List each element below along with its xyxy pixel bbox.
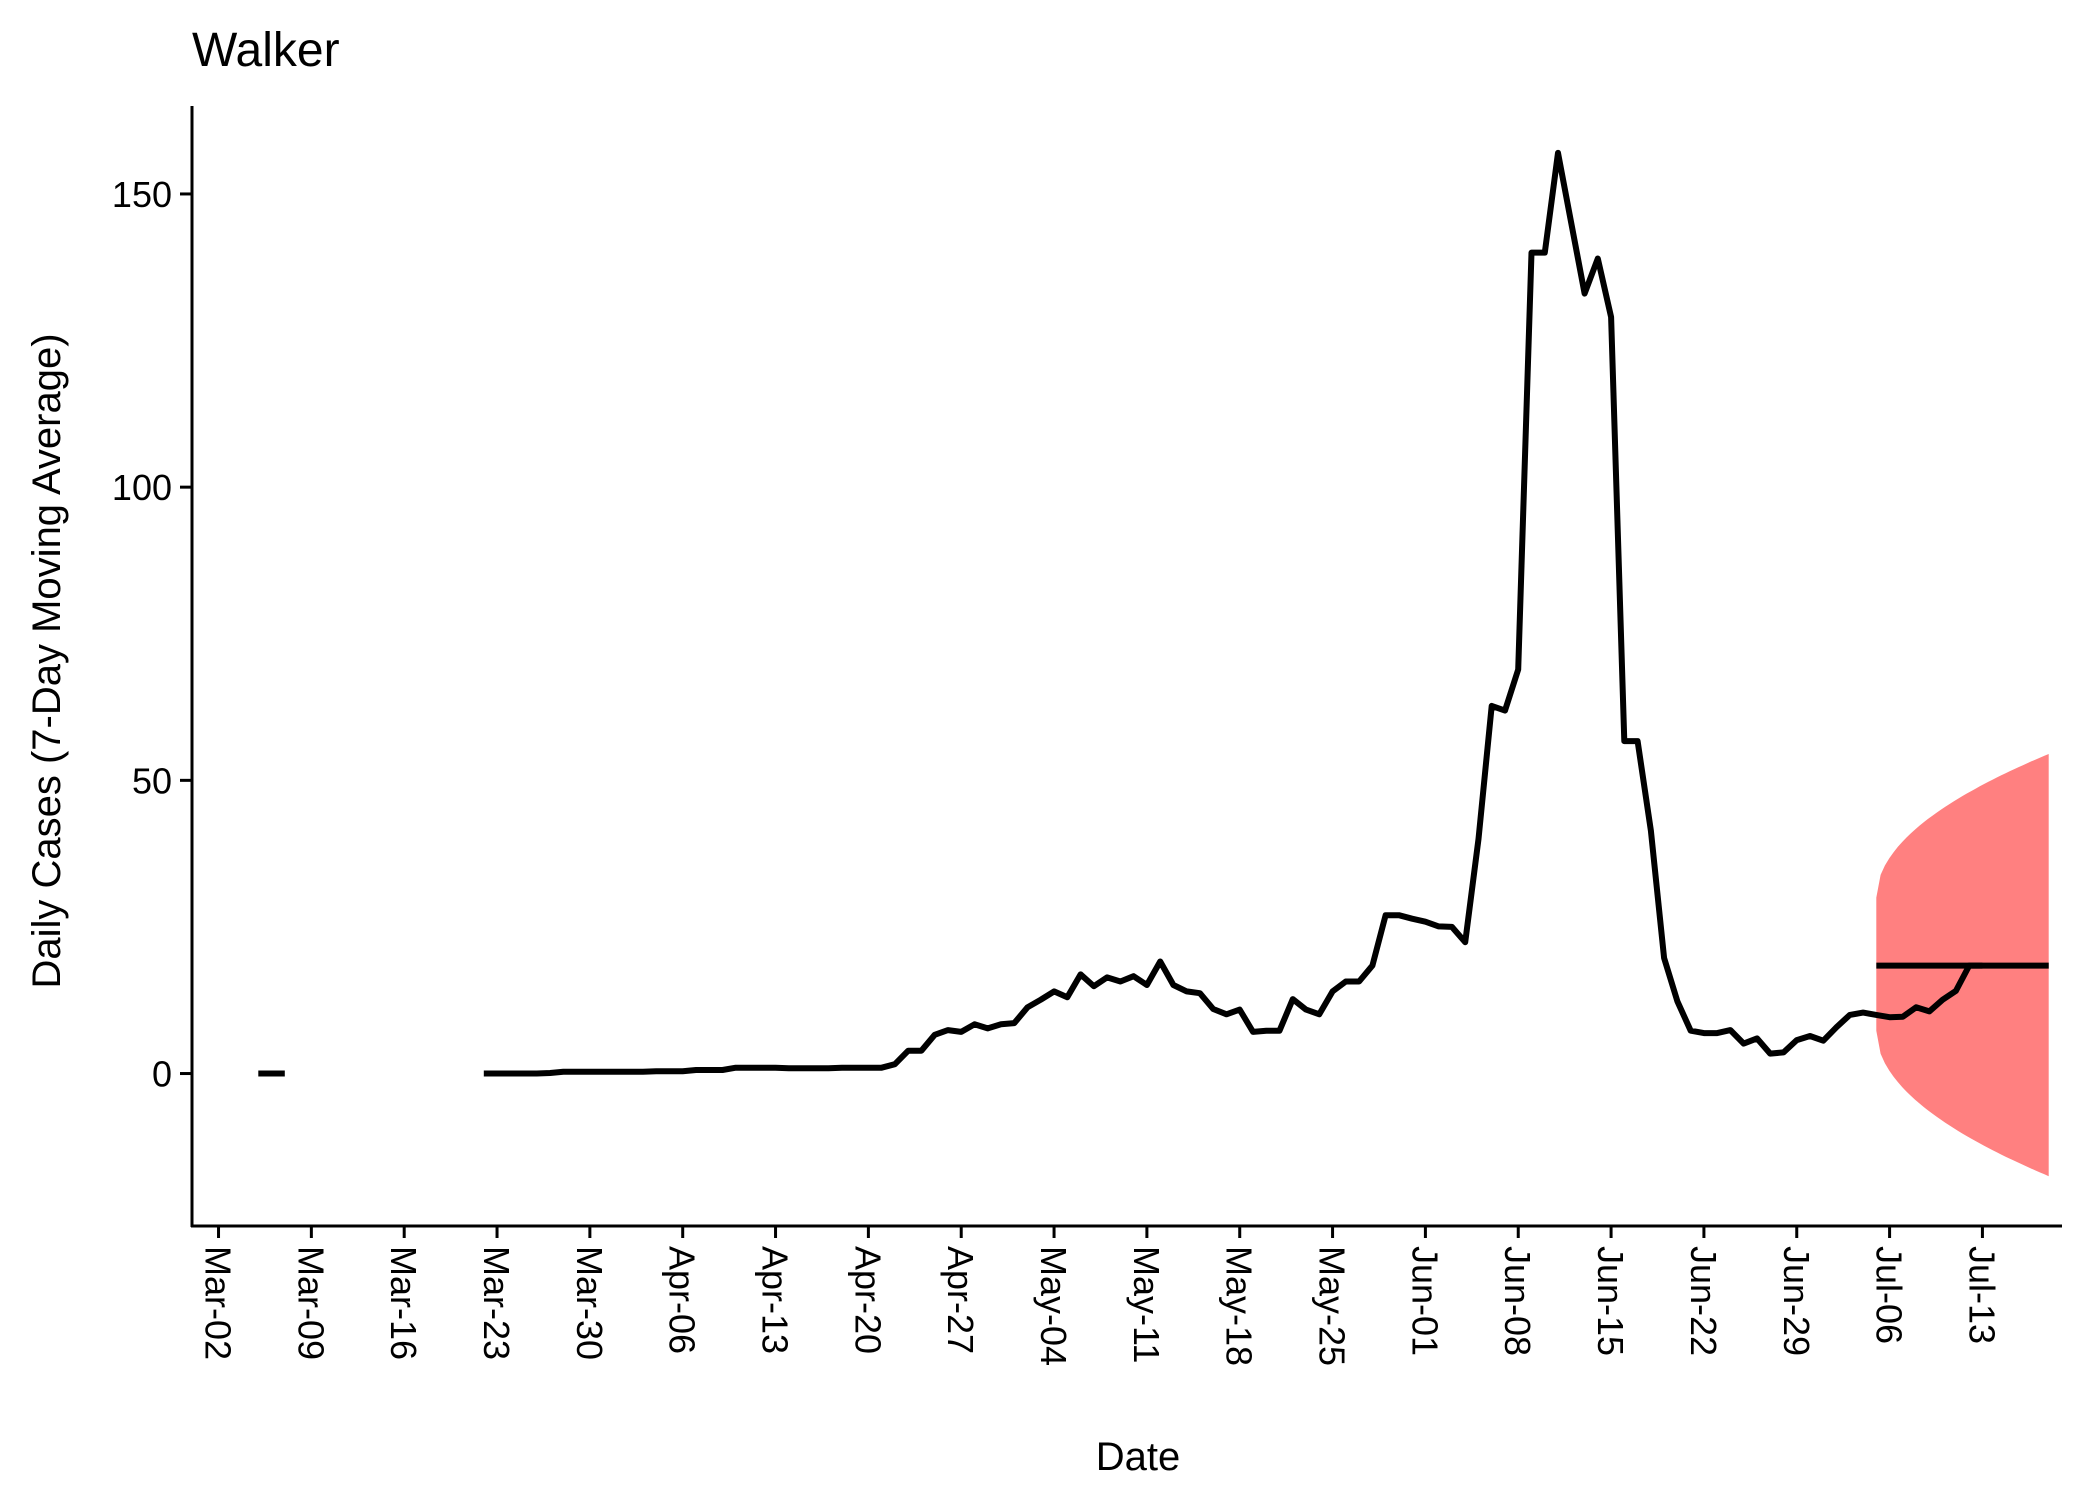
- series-line-segment-2: [483, 149, 1983, 1077]
- x-tick-label: Jul-06: [1869, 1246, 1910, 1344]
- x-tick-label: Apr-13: [755, 1246, 796, 1354]
- x-tick-label: May-25: [1312, 1246, 1353, 1366]
- plot-area: [258, 149, 2049, 1177]
- x-tick-label: May-18: [1219, 1246, 1260, 1366]
- x-tick-label: Apr-20: [847, 1246, 888, 1354]
- x-tick-label: Apr-06: [662, 1246, 703, 1354]
- x-tick-label: Mar-02: [198, 1246, 239, 1360]
- x-tick-label: Mar-16: [383, 1246, 424, 1360]
- x-tick-label: Jun-22: [1683, 1246, 1724, 1356]
- y-axis: 0 50 100 150: [112, 106, 194, 1227]
- x-tick-label: Mar-09: [290, 1246, 331, 1360]
- y-tick-label: 50: [132, 760, 172, 801]
- x-tick-label: May-11: [1126, 1246, 1167, 1363]
- y-tick-label: 100: [112, 467, 172, 508]
- x-tick-label: Jun-15: [1590, 1246, 1631, 1356]
- x-tick-label: Jun-08: [1497, 1246, 1538, 1356]
- x-axis-label: Date: [1096, 1435, 1181, 1479]
- x-tick-label: Apr-27: [940, 1246, 981, 1354]
- x-tick-label: Mar-23: [476, 1246, 517, 1360]
- chart-title: Walker: [192, 24, 340, 77]
- x-tick-label: Mar-30: [569, 1246, 610, 1360]
- y-tick-label: 150: [112, 174, 172, 215]
- x-tick-label: May-04: [1033, 1246, 1074, 1366]
- y-axis-label: Daily Cases (7-Day Moving Average): [25, 333, 69, 988]
- x-tick-label: Jun-01: [1404, 1246, 1445, 1356]
- x-axis: Mar-02 Mar-09 Mar-16 Mar-23 Mar-30 Apr-06 Apr-…: [191, 1224, 2062, 1366]
- x-tick-label: Jun-29: [1776, 1246, 1817, 1356]
- x-tick-label: Jul-13: [1961, 1246, 2002, 1344]
- y-tick-label: 0: [152, 1054, 172, 1095]
